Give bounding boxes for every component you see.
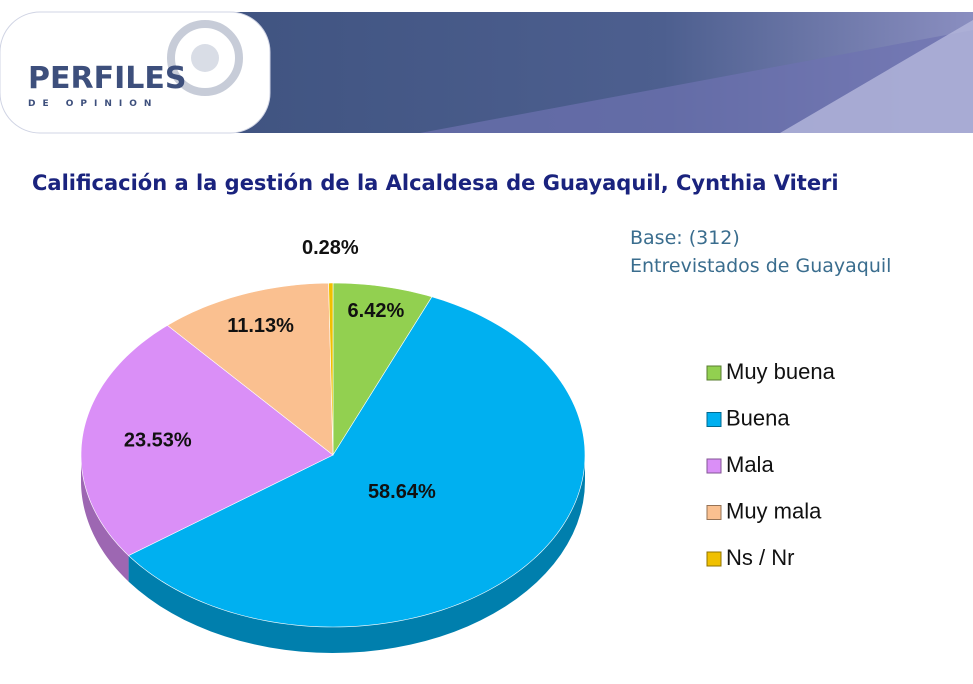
subtitle: Base: (312) (630, 227, 740, 249)
pie: 6.42% 58.64% 23.53% 11.13% 0.28% (80, 237, 586, 653)
legend-label: Buena (726, 405, 790, 430)
brand-name: PERFILES (28, 61, 186, 96)
legend: Muy buena Buena Mala Muy mala Ns / Nr (706, 359, 836, 570)
legend-label: Muy mala (726, 498, 822, 523)
slice-side (81, 455, 129, 582)
slice (128, 296, 586, 628)
legend-swatch (706, 458, 722, 474)
subtitle: Entrevistados de Guayaquil (630, 255, 891, 277)
legend-label: Mala (726, 452, 774, 477)
value-label: 58.64% (368, 481, 436, 503)
value-label: 0.28% (302, 237, 359, 259)
slice-side (128, 455, 586, 653)
legend-swatch (706, 412, 722, 427)
legend-swatch (706, 365, 722, 381)
slice (80, 324, 334, 556)
value-label: 11.13% (227, 315, 294, 337)
legend-label: Muy buena (726, 359, 836, 384)
legend-swatch (706, 505, 722, 520)
value-label: 6.42% (348, 300, 405, 322)
value-label: 23.53% (124, 430, 192, 452)
slice (332, 282, 433, 457)
chart-title: Calificación a la gestión de la Alcaldes… (32, 171, 839, 195)
slice (166, 282, 334, 456)
legend-label: Ns / Nr (726, 545, 794, 570)
header-banner: PERFILES DE OPINION (0, 11, 973, 134)
slice (328, 282, 334, 456)
legend-swatch (706, 551, 722, 567)
brand-tagline: DE OPINION (28, 99, 158, 109)
